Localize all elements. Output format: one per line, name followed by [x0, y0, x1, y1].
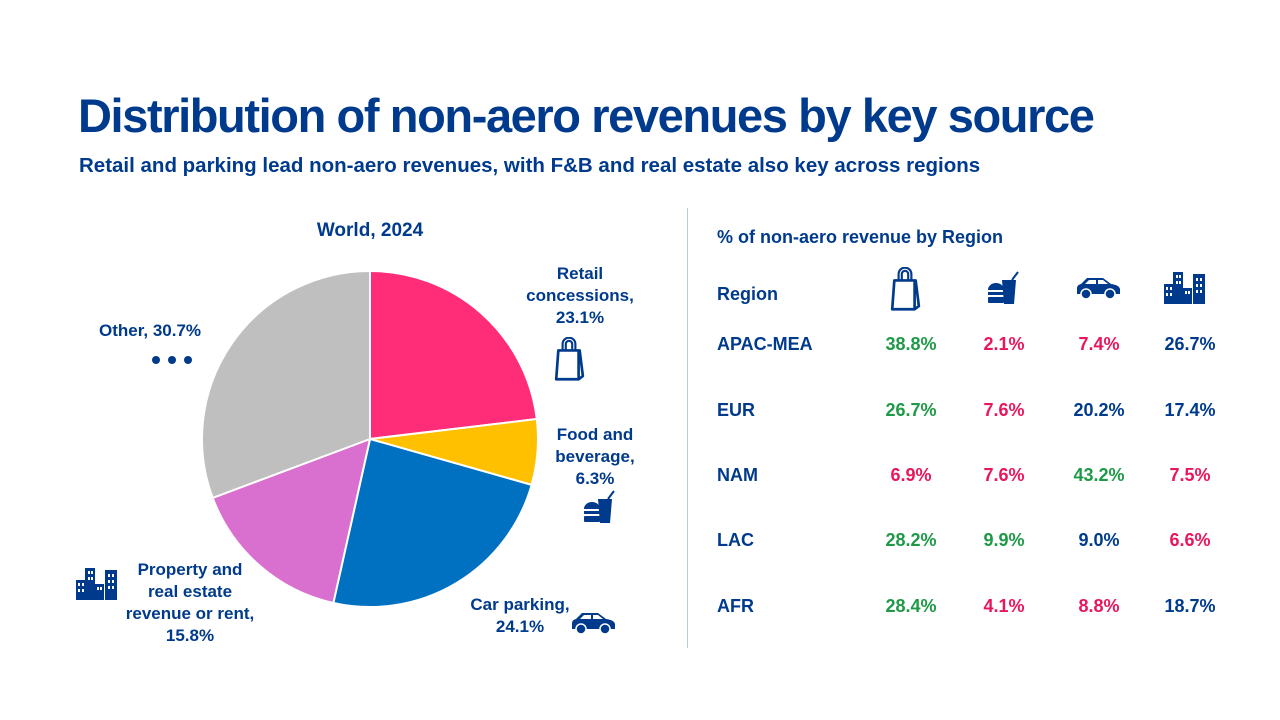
slice-label-car: Car parking, 24.1%	[470, 595, 570, 636]
pie-slice-car-parking	[332, 437, 533, 608]
table-row-region: APAC-MEA	[717, 334, 813, 354]
table-cell: 26.7%	[1164, 334, 1216, 354]
shopping-bag-icon	[889, 267, 921, 311]
table-cell: 7.6%	[983, 465, 1025, 485]
divider	[687, 208, 688, 648]
buildings-icon	[1164, 270, 1206, 304]
pie-title: World, 2024	[316, 220, 424, 241]
pie-slice-other	[201, 269, 371, 500]
table-cell: 6.6%	[1169, 530, 1211, 550]
burger-drink-icon	[986, 270, 1022, 306]
table-cell: 8.8%	[1078, 596, 1120, 616]
slice-label-retail: Retail concessions, 23.1%	[526, 264, 634, 327]
page-subtitle: Retail and parking lead non-aero revenue…	[79, 154, 981, 177]
pie-slice-property-and-real-estate-revenue-or-rent	[211, 437, 372, 605]
slice-label-property: Property and real estate revenue or rent…	[125, 560, 255, 645]
table-row-region: LAC	[717, 530, 754, 550]
table-cell: 7.4%	[1078, 334, 1120, 354]
car-icon	[570, 611, 616, 635]
table-cell: 38.8%	[885, 334, 937, 354]
table-cell: 9.9%	[983, 530, 1025, 550]
shopping-bag-icon	[553, 337, 585, 381]
ellipsis-icon	[152, 356, 192, 364]
slice-label-other: Other, 30.7%	[98, 321, 202, 340]
table-row-region: EUR	[717, 400, 756, 420]
table-cell: 26.7%	[885, 400, 937, 420]
table-row-region: AFR	[717, 596, 754, 616]
table-cell: 9.0%	[1078, 530, 1120, 550]
table-title: % of non-aero revenue by Region	[717, 227, 1004, 247]
burger-drink-icon	[582, 489, 618, 525]
page-title: Distribution of non-aero revenues by key…	[78, 89, 1095, 142]
table-cell: 2.1%	[983, 334, 1025, 354]
table-cell: 28.2%	[885, 530, 937, 550]
table-cell: 4.1%	[983, 596, 1025, 616]
slice-label-food: Food and beverage, 6.3%	[555, 425, 635, 488]
pie-chart	[201, 269, 539, 608]
table-row-region: NAM	[717, 465, 758, 485]
buildings-icon	[76, 566, 118, 600]
table-cell: 7.6%	[983, 400, 1025, 420]
table-cell: 28.4%	[885, 596, 937, 616]
table-cell: 17.4%	[1164, 400, 1216, 420]
pie-slice-retail-concessions	[369, 269, 538, 441]
table-cell: 6.9%	[890, 465, 932, 485]
table-cell: 7.5%	[1169, 465, 1211, 485]
table-cell: 43.2%	[1073, 465, 1125, 485]
table-header-region: Region	[717, 284, 778, 304]
car-icon	[1075, 276, 1121, 300]
table-cell: 20.2%	[1073, 400, 1125, 420]
table-cell: 18.7%	[1164, 596, 1216, 616]
